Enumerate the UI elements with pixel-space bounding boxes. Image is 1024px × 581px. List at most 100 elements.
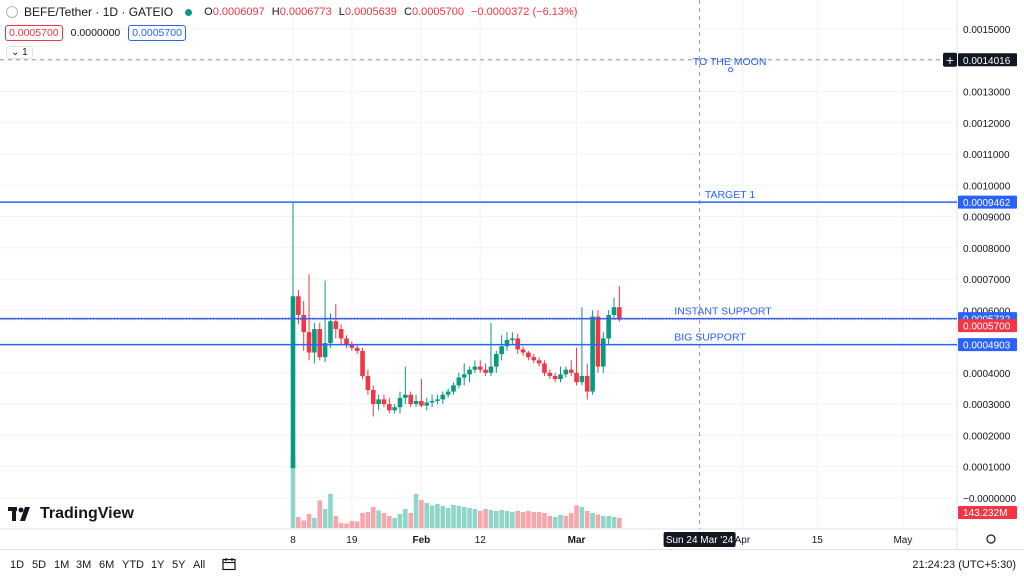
y-tick-label: 0.0010000 <box>963 181 1011 192</box>
candle-body <box>333 321 339 330</box>
volume-bar <box>338 522 344 528</box>
candle-body <box>606 314 611 339</box>
y-tick-label: 0.0007000 <box>963 275 1011 286</box>
volume-bar <box>381 512 387 528</box>
candle-body <box>526 352 531 358</box>
bid-price[interactable]: 0.0005700 <box>5 25 63 41</box>
range-1m[interactable]: 1M <box>54 559 70 571</box>
candle-body <box>445 391 451 395</box>
volume-bar <box>467 507 472 528</box>
market-status-icon <box>185 8 193 16</box>
volume-bar <box>536 511 542 528</box>
candle-body <box>322 343 328 358</box>
x-tick-label: 12 <box>475 535 487 546</box>
range-ytd[interactable]: YTD <box>122 559 144 571</box>
add-alert-icon <box>943 52 957 67</box>
volume-bar <box>419 499 424 528</box>
volume-bar <box>477 510 483 528</box>
crosshair-date-bg <box>663 532 736 547</box>
candle-body <box>504 340 510 347</box>
chevron-down-icon: ⌄ <box>11 47 20 58</box>
x-tick-label: 8 <box>290 535 296 546</box>
volume-bar <box>387 515 392 528</box>
volume-bar <box>472 508 478 528</box>
candle-body <box>338 329 344 339</box>
range-1y[interactable]: 1Y <box>151 559 165 571</box>
y-tick-label: 0.0001000 <box>963 463 1011 474</box>
candle-body <box>413 400 419 405</box>
y-tick-label: 0.0006000 <box>963 306 1011 317</box>
candle-body <box>595 316 601 367</box>
volume-bar <box>435 503 440 528</box>
range-1d[interactable]: 1D <box>10 559 25 571</box>
range-all[interactable]: All <box>193 559 206 571</box>
candle-body <box>488 366 494 373</box>
candle-body <box>574 372 579 383</box>
volume-bar <box>542 512 547 528</box>
volume-bar <box>601 515 606 528</box>
volume-bar <box>328 493 333 528</box>
candle-body <box>617 307 622 320</box>
bottom-toolbar: 1D 5D 1M 3M 6M YTD 1Y 5Y All 21:24:23 (U… <box>0 549 1024 581</box>
price-label-bg <box>958 195 1017 209</box>
candle-body <box>370 390 376 405</box>
candle-body <box>312 329 317 353</box>
volume-bar <box>317 500 323 528</box>
y-tick-label: 0.0015000 <box>963 25 1011 36</box>
candle-body <box>510 338 515 341</box>
candle-body <box>552 375 558 380</box>
collapse-legend-button[interactable]: ⌄ 1 <box>6 46 33 59</box>
clock-timezone[interactable]: 21:24:23 (UTC+5:30) <box>912 559 1016 571</box>
range-3m[interactable]: 3M <box>76 559 92 571</box>
symbol-title[interactable]: BEFE/Tether · 1D · GATEIO <box>24 5 174 19</box>
spread-value: 0.0000000 <box>70 27 121 39</box>
candle-body <box>392 407 397 411</box>
candle-body <box>419 400 424 406</box>
volume-bar <box>520 511 526 528</box>
volume-bar <box>574 505 579 528</box>
volume-bar <box>547 515 553 528</box>
volume-bar <box>360 512 365 528</box>
volume-bar <box>552 516 558 528</box>
candle-body <box>317 329 323 358</box>
calendar-icon[interactable] <box>222 557 236 576</box>
candle-body <box>376 399 381 405</box>
volume-bar <box>584 510 590 528</box>
y-tick-label: 0.0002000 <box>963 431 1011 442</box>
volume-bar <box>558 514 563 528</box>
volume-bar <box>413 493 419 528</box>
candle-body <box>542 363 547 373</box>
candle-body <box>461 374 467 378</box>
last-price-label-bg <box>958 319 1017 333</box>
moon-annotation: TO THE MOON <box>693 56 767 68</box>
range-6m[interactable]: 6M <box>99 559 115 571</box>
candle-body <box>344 338 349 345</box>
range-5y[interactable]: 5Y <box>172 559 186 571</box>
volume-bar <box>365 511 371 528</box>
y-tick-label: 0.0004000 <box>963 369 1011 380</box>
volume-bar <box>595 514 601 528</box>
volume-bar <box>483 508 488 528</box>
volume-bar <box>494 510 499 528</box>
price-change: −0.0000372 (−6.13%) <box>471 6 578 18</box>
y-tick-label: −0.0000000 <box>963 494 1017 505</box>
candle-body <box>408 394 413 405</box>
line-annotation: INSTANT SUPPORT <box>674 306 772 318</box>
volume-bar <box>424 502 430 528</box>
y-tick-label: 0.0013000 <box>963 88 1011 99</box>
candle-body <box>301 314 306 333</box>
candle-body <box>611 307 617 315</box>
symbol-logo-icon <box>6 6 18 18</box>
volume-bar <box>333 515 339 528</box>
ask-price[interactable]: 0.0005700 <box>128 25 186 41</box>
range-5d[interactable]: 5D <box>32 559 47 571</box>
candle-body <box>472 366 478 370</box>
price-label: 0.0009462 <box>963 198 1011 209</box>
volume-bar <box>397 513 403 528</box>
y-tick-label: 0.0009000 <box>963 213 1011 224</box>
tradingview-logo[interactable]: TradingView <box>8 505 134 523</box>
candle-body <box>403 394 408 398</box>
candle-body <box>328 321 333 344</box>
volume-bar <box>456 505 462 528</box>
